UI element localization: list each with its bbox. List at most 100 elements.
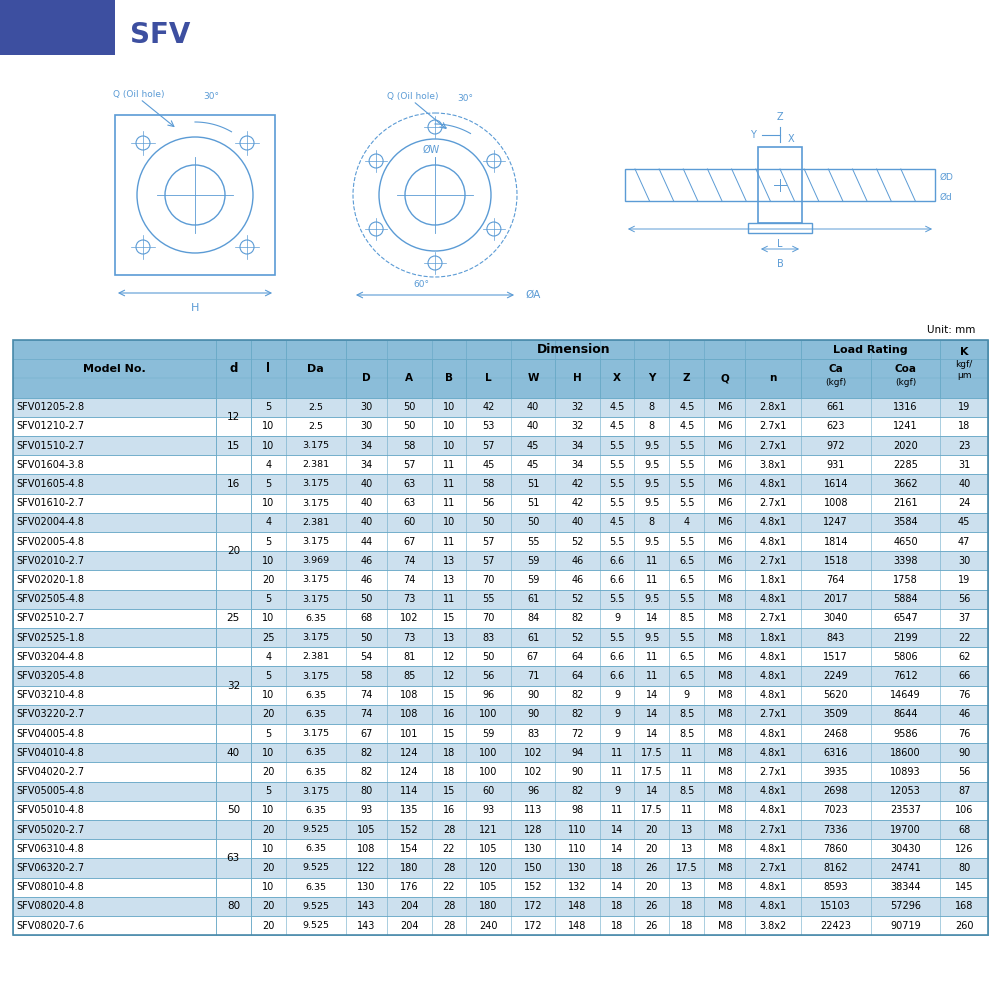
Text: 260: 260: [955, 921, 973, 931]
Text: 3.175: 3.175: [302, 537, 329, 546]
Bar: [216, 820, 251, 839]
Text: 10: 10: [443, 402, 455, 412]
Text: 18: 18: [443, 748, 455, 758]
Bar: [216, 916, 251, 935]
Text: 6.6: 6.6: [609, 556, 625, 566]
Text: L: L: [485, 373, 492, 383]
Text: Dimension: Dimension: [537, 343, 610, 356]
Text: kgf/: kgf/: [956, 360, 973, 369]
Text: 5.5: 5.5: [679, 479, 695, 489]
Text: 3.969: 3.969: [302, 556, 329, 565]
Text: 176: 176: [400, 882, 419, 892]
Text: 126: 126: [955, 844, 973, 854]
Text: 135: 135: [400, 805, 419, 815]
Text: 46: 46: [571, 575, 584, 585]
Text: SFV05010-4.8: SFV05010-4.8: [16, 805, 84, 815]
Text: 10: 10: [443, 421, 455, 431]
Text: L: L: [777, 239, 783, 249]
Text: 67: 67: [360, 729, 373, 739]
Text: 100: 100: [479, 748, 498, 758]
Text: 30°: 30°: [203, 92, 219, 101]
Text: SFV: SFV: [130, 21, 190, 49]
Text: 58: 58: [403, 441, 416, 451]
Text: 30430: 30430: [890, 844, 921, 854]
Text: 84: 84: [527, 613, 539, 623]
Text: M8: M8: [718, 671, 732, 681]
Text: 76: 76: [958, 690, 970, 700]
Text: 1614: 1614: [824, 479, 848, 489]
Text: 5620: 5620: [823, 690, 848, 700]
Text: 54: 54: [360, 652, 373, 662]
Text: 13: 13: [443, 575, 455, 585]
Text: K: K: [960, 347, 968, 357]
Text: (kgf): (kgf): [895, 378, 916, 387]
Text: 4.8x1: 4.8x1: [760, 517, 787, 527]
Text: 11: 11: [681, 805, 693, 815]
Text: 20: 20: [262, 863, 274, 873]
Text: SFV02505-4.8: SFV02505-4.8: [16, 594, 84, 604]
Text: 5: 5: [265, 671, 271, 681]
Text: 10: 10: [262, 441, 274, 451]
Bar: [13, 782, 988, 801]
Text: 9: 9: [614, 690, 620, 700]
Text: 108: 108: [400, 709, 419, 719]
Text: 98: 98: [571, 805, 584, 815]
Text: 10: 10: [443, 517, 455, 527]
Text: 2698: 2698: [823, 786, 848, 796]
Text: Load Rating: Load Rating: [833, 345, 908, 355]
Text: 4: 4: [265, 460, 271, 470]
Text: 15103: 15103: [820, 901, 851, 911]
Bar: [216, 590, 251, 609]
Text: 10: 10: [262, 805, 274, 815]
Text: 7336: 7336: [823, 825, 848, 835]
Text: 59: 59: [527, 556, 539, 566]
Bar: [13, 839, 988, 858]
Text: 9.5: 9.5: [644, 633, 660, 643]
Bar: [432, 359, 466, 398]
Text: 20: 20: [262, 575, 274, 585]
Text: 73: 73: [403, 594, 416, 604]
Text: 20: 20: [646, 882, 658, 892]
Text: Y: Y: [648, 373, 656, 383]
Bar: [251, 340, 286, 398]
Text: 11: 11: [443, 479, 455, 489]
Text: 2020: 2020: [893, 441, 918, 451]
Text: 12: 12: [443, 652, 455, 662]
Bar: [13, 858, 988, 878]
Text: M8: M8: [718, 767, 732, 777]
Text: 3.8x1: 3.8x1: [760, 460, 787, 470]
Text: SFV03210-4.8: SFV03210-4.8: [16, 690, 84, 700]
Text: 74: 74: [403, 556, 416, 566]
Text: X: X: [788, 134, 795, 144]
Bar: [0, 0, 115, 55]
Text: 4.5: 4.5: [679, 421, 694, 431]
Text: 2.7x1: 2.7x1: [759, 709, 787, 719]
Bar: [216, 417, 251, 436]
Text: 45: 45: [527, 460, 539, 470]
Text: M8: M8: [718, 594, 732, 604]
Text: 2017: 2017: [823, 594, 848, 604]
Text: M8: M8: [718, 901, 732, 911]
Text: 57: 57: [482, 537, 495, 547]
Text: 2.7x1: 2.7x1: [759, 825, 787, 835]
Text: 10: 10: [262, 882, 274, 892]
Text: 132: 132: [568, 882, 587, 892]
Text: 102: 102: [524, 748, 542, 758]
Bar: [216, 532, 251, 551]
Text: d: d: [229, 362, 238, 375]
Text: 5: 5: [265, 594, 271, 604]
Text: 55: 55: [527, 537, 539, 547]
Text: 14649: 14649: [890, 690, 921, 700]
Bar: [13, 455, 988, 474]
Text: 8644: 8644: [893, 709, 918, 719]
Text: 46: 46: [571, 556, 584, 566]
Text: 128: 128: [524, 825, 542, 835]
Text: 11: 11: [681, 767, 693, 777]
Text: 42: 42: [571, 498, 584, 508]
Text: 18: 18: [611, 921, 623, 931]
Text: 4.8x1: 4.8x1: [760, 805, 787, 815]
Text: 5: 5: [265, 729, 271, 739]
Text: M8: M8: [718, 748, 732, 758]
Text: 50: 50: [360, 594, 373, 604]
Text: 40: 40: [958, 479, 970, 489]
